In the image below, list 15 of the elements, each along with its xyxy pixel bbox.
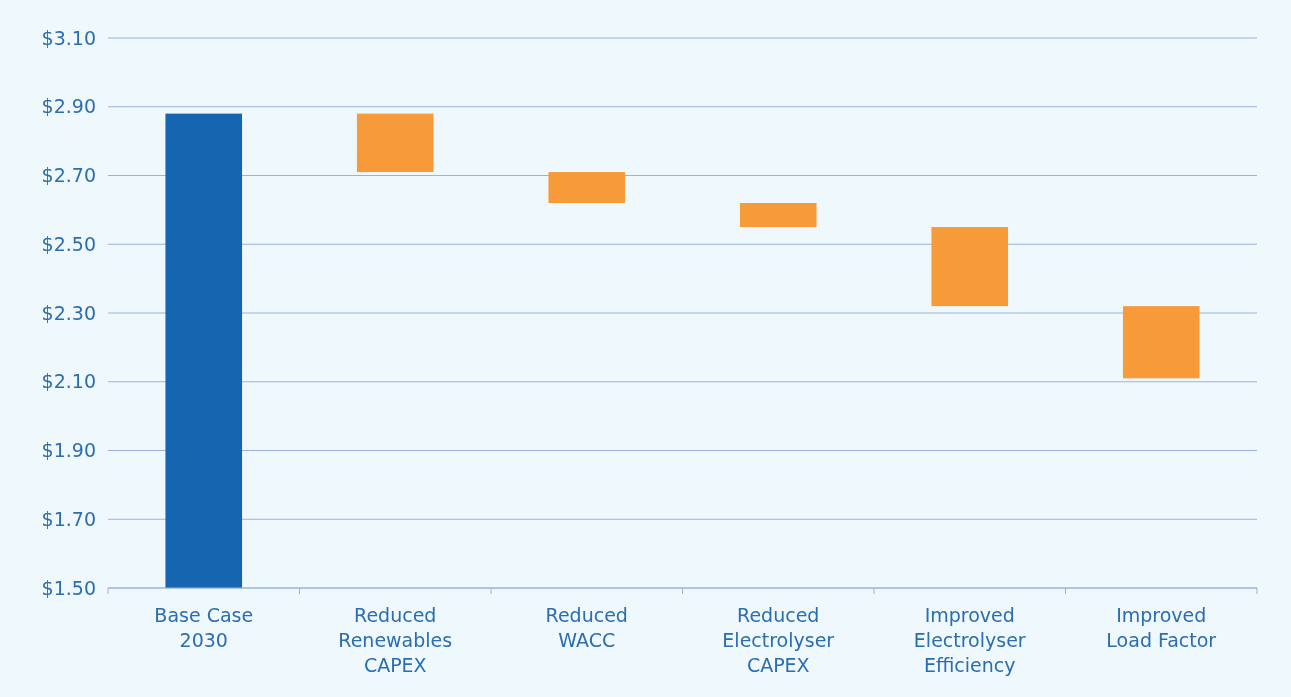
- y-tick-label: $2.30: [41, 301, 96, 324]
- y-tick-label: $1.70: [41, 507, 96, 530]
- x-tick-label: Improved Load Factor: [1106, 604, 1217, 651]
- y-tick-label: $2.10: [41, 370, 96, 393]
- y-tick-label: $2.70: [41, 164, 96, 187]
- y-tick-label: $2.90: [41, 95, 96, 118]
- y-tick-label: $3.10: [41, 26, 96, 49]
- x-tick-label: Reduced Electrolyser CAPEX: [722, 604, 835, 676]
- x-tick-label: Reduced Renewables CAPEX: [338, 604, 453, 676]
- x-tick-label: Improved Electrolyser Efficiency: [913, 604, 1026, 676]
- y-tick-label: $1.50: [41, 576, 96, 599]
- x-tick-label: Reduced WACC: [545, 604, 628, 651]
- x-tick-label: Base Case 2030: [154, 604, 254, 651]
- y-tick-label: $1.90: [41, 439, 96, 462]
- y-tick-label: $2.50: [41, 232, 96, 255]
